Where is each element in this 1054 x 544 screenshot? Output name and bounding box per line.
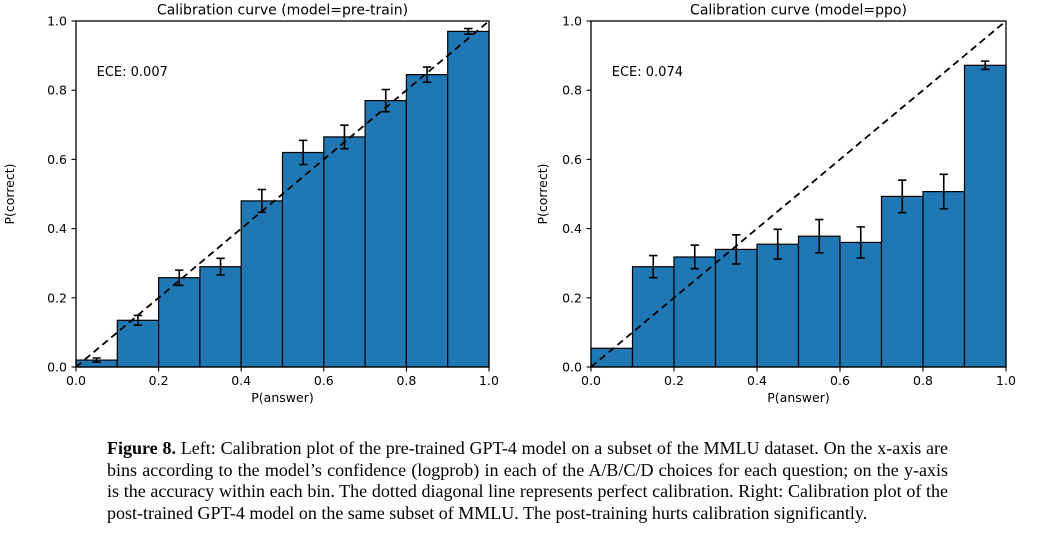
y-tick-label: 0.6 — [47, 152, 67, 167]
figure-caption-text: Left: Calibration plot of the pre-traine… — [107, 438, 948, 523]
x-tick-label: 0.6 — [314, 373, 334, 388]
y-tick-label: 0.0 — [562, 360, 582, 375]
error-bar-bin-9 — [981, 60, 990, 71]
error-bar-bin-5 — [298, 139, 308, 166]
y-tick-label: 0.6 — [562, 152, 582, 167]
error-bar-bin-1 — [649, 254, 658, 279]
bar-bin-9 — [963, 64, 1007, 368]
x-tick-label: 0.0 — [581, 373, 601, 388]
bar-bin-5 — [281, 151, 325, 368]
x-tick-label: 0.8 — [913, 373, 933, 388]
x-tick-label: 0.4 — [747, 373, 767, 388]
error-bar-bin-0 — [92, 357, 101, 363]
error-bar-bin-7 — [898, 179, 907, 214]
error-bar-bin-4 — [257, 188, 267, 214]
x-tick-label: 1.0 — [479, 373, 499, 388]
y-tick-label: 0.4 — [47, 221, 67, 236]
error-bar-bin-4 — [773, 228, 782, 260]
x-tick-label: 0.2 — [149, 373, 169, 388]
bar-bin-7 — [880, 195, 924, 368]
error-bar-bin-8 — [939, 173, 948, 210]
bar-bin-2 — [158, 277, 201, 368]
y-axis-label: P(correct) — [535, 163, 550, 224]
figure-caption: Figure 8. Left: Calibration plot of the … — [107, 438, 948, 524]
error-bar-bin-3 — [216, 257, 225, 276]
calibration-chart-pretrain: 0.0 0.2 0.4 0.6 0.8 1.0 0.0 0.2 0.4 0.6 0.8 1.0 Cali… — [2, 3, 499, 406]
bar-bin-1 — [631, 266, 675, 368]
error-bar-bin-7 — [381, 88, 390, 113]
plot-border — [590, 20, 1007, 368]
y-tick-label: 0.2 — [47, 290, 67, 305]
bar-bin-4 — [756, 243, 800, 368]
error-bar-bin-1 — [133, 314, 143, 326]
y-tick-label: 1.0 — [47, 14, 67, 29]
bar-bin-9 — [447, 30, 490, 368]
x-tick-label: 1.0 — [996, 373, 1016, 388]
bar-bin-3 — [714, 248, 758, 368]
y-tick-label: 0.0 — [47, 360, 67, 375]
bar-bin-8 — [405, 73, 449, 368]
bar-bin-6 — [839, 241, 883, 368]
x-axis-label: P(answer) — [767, 390, 829, 405]
y-tick-label: 0.2 — [562, 290, 582, 305]
ece-annotation: ECE: 0.074 — [612, 65, 683, 80]
y-tick-label: 1.0 — [562, 14, 582, 29]
figure-caption-label: Figure 8. — [107, 438, 176, 458]
error-bar-bin-9 — [464, 27, 473, 35]
bar-bin-0 — [590, 347, 634, 368]
chart-title: Calibration curve (model=ppo) — [690, 3, 907, 19]
bar-bin-4 — [240, 200, 284, 368]
bar-bin-5 — [797, 235, 841, 368]
bar-bin-3 — [199, 266, 242, 368]
error-bar-bin-6 — [856, 226, 865, 259]
bar-bin-7 — [364, 99, 408, 368]
ece-annotation: ECE: 0.007 — [97, 65, 168, 80]
y-tick-label: 0.4 — [562, 221, 582, 236]
plot-border — [75, 20, 490, 368]
bar-bin-2 — [673, 256, 717, 368]
chart-title: Calibration curve (model=pre-train) — [157, 3, 408, 19]
bar-bin-8 — [922, 191, 966, 368]
y-tick-label: 0.8 — [47, 83, 67, 98]
error-bar-bin-8 — [422, 66, 432, 84]
y-axis-label: P(correct) — [2, 163, 17, 224]
error-bar-bin-2 — [175, 269, 184, 287]
calibration-chart-ppo: 0.0 0.2 0.4 0.6 0.8 1.0 0.0 0.2 0.4 0.6 0.8 1.0 Cali… — [535, 3, 1016, 406]
error-bar-bin-6 — [340, 124, 349, 150]
x-tick-label: 0.8 — [396, 373, 416, 388]
bar-bin-6 — [323, 136, 366, 368]
y-tick-label: 0.8 — [562, 83, 582, 98]
x-tick-label: 0.4 — [231, 373, 251, 388]
error-bar-bin-5 — [815, 218, 824, 254]
x-tick-label: 0.6 — [830, 373, 850, 388]
calibration-charts-row: 0.0 0.2 0.4 0.6 0.8 1.0 0.0 0.2 0.4 0.6 0.8 1.0 Cali… — [2, 3, 1016, 406]
x-tick-label: 0.2 — [664, 373, 684, 388]
x-tick-label: 0.0 — [66, 373, 86, 388]
error-bar-bin-3 — [732, 234, 741, 265]
error-bar-bin-2 — [690, 244, 699, 270]
perfect-calibration-line — [75, 20, 490, 368]
perfect-calibration-line — [590, 20, 1007, 368]
x-axis-label: P(answer) — [251, 390, 313, 405]
